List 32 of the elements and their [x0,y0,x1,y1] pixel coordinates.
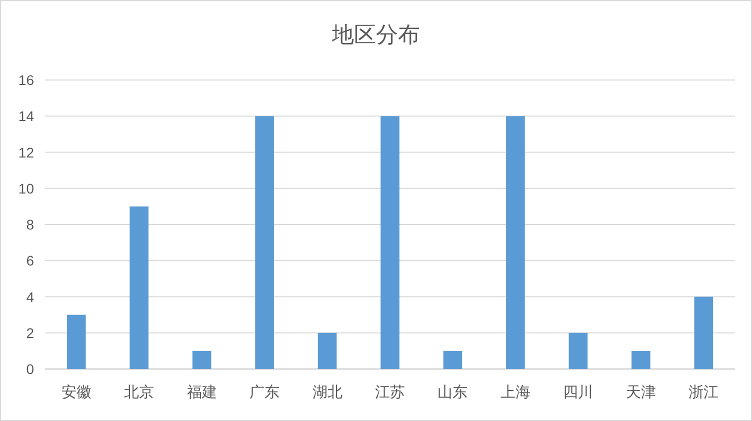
x-tick-label: 山东 [438,384,468,401]
x-tick-label: 四川 [563,384,594,401]
x-tick-label: 浙江 [688,384,719,401]
y-tick-label: 6 [26,252,34,269]
chart-title: 地区分布 [331,22,420,47]
bar [130,206,148,369]
y-tick-label: 16 [18,72,34,88]
y-tick-label: 2 [26,324,34,341]
y-tick-label: 12 [18,144,34,160]
bar [66,314,86,369]
bar [380,116,400,369]
x-tick-label: 上海 [500,384,530,401]
bar [568,332,588,369]
bar [192,350,212,369]
x-tick-label: 福建 [186,384,217,401]
bar [506,116,525,369]
x-tick-label: 广东 [250,384,280,401]
bar [694,296,714,369]
bar [443,350,462,369]
y-tick-label: 10 [18,180,34,196]
y-tick-label: 14 [18,108,34,124]
x-tick-label: 江苏 [375,384,405,401]
bar [632,350,650,369]
bar [255,116,274,369]
y-tick-label: 0 [26,361,34,377]
x-tick-label: 天津 [626,384,656,401]
x-tick-label: 北京 [124,384,154,401]
x-tick-label: 安徽 [61,384,92,401]
y-tick-label: 8 [26,216,34,232]
bar [318,332,337,369]
x-tick-label: 湖北 [312,384,342,401]
y-tick-label: 4 [26,288,34,305]
